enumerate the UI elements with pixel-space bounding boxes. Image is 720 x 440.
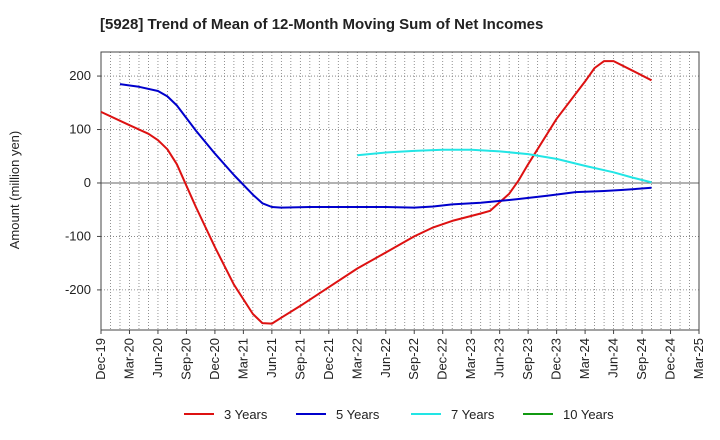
y-tick-label: 100	[69, 122, 91, 137]
x-tick-label: Dec-20	[207, 338, 222, 380]
x-tick-label: Jun-22	[378, 338, 393, 378]
legend-label: 10 Years	[563, 407, 614, 422]
x-tick-label: Jun-23	[492, 338, 507, 378]
x-tick-label: Sep-20	[178, 338, 193, 380]
plot-area	[100, 51, 700, 331]
x-tick-label: Jun-20	[150, 338, 165, 378]
x-tick-label: Sep-24	[634, 338, 649, 380]
x-tick-label: Mar-23	[463, 338, 478, 379]
x-tick-label: Mar-24	[577, 338, 592, 379]
plot-border	[100, 51, 700, 331]
series-lines	[100, 60, 652, 325]
x-tick-label: Sep-23	[520, 338, 535, 380]
grid	[100, 52, 700, 330]
y-axis: -200 -100 0 100 200	[65, 68, 101, 297]
series-line-3-years	[100, 60, 652, 325]
x-tick-label: Jun-21	[264, 338, 279, 378]
x-tick-label: Sep-21	[292, 338, 307, 380]
y-axis-label: Amount (million yen)	[7, 131, 22, 250]
x-tick-label: Dec-24	[663, 338, 678, 380]
legend: 3 Years 5 Years 7 Years 10 Years	[184, 407, 614, 422]
chart-title: [5928] Trend of Mean of 12-Month Moving …	[100, 16, 543, 33]
x-tick-label: Dec-19	[93, 338, 108, 380]
x-axis: Dec-19 Mar-20 Jun-20 Sep-20 Dec-20 Mar-21 Jun-…	[93, 330, 706, 380]
x-tick-label: Jun-24	[606, 338, 621, 378]
series-line-5-years	[119, 83, 652, 209]
series-line-7-years	[357, 148, 652, 184]
x-tick-label: Sep-22	[406, 338, 421, 380]
x-tick-label: Dec-21	[321, 338, 336, 380]
y-tick-label: -100	[65, 228, 91, 243]
x-tick-label: Mar-25	[691, 338, 706, 379]
y-tick-label: 0	[84, 175, 91, 190]
y-tick-label: 200	[69, 68, 91, 83]
x-tick-label: Mar-22	[349, 338, 364, 379]
y-tick-label: -200	[65, 282, 91, 297]
legend-label: 5 Years	[336, 407, 380, 422]
legend-label: 3 Years	[224, 407, 268, 422]
x-tick-label: Dec-23	[549, 338, 564, 380]
legend-label: 7 Years	[451, 407, 495, 422]
x-tick-label: Dec-22	[435, 338, 450, 380]
x-tick-label: Mar-20	[121, 338, 136, 379]
x-tick-label: Mar-21	[235, 338, 250, 379]
